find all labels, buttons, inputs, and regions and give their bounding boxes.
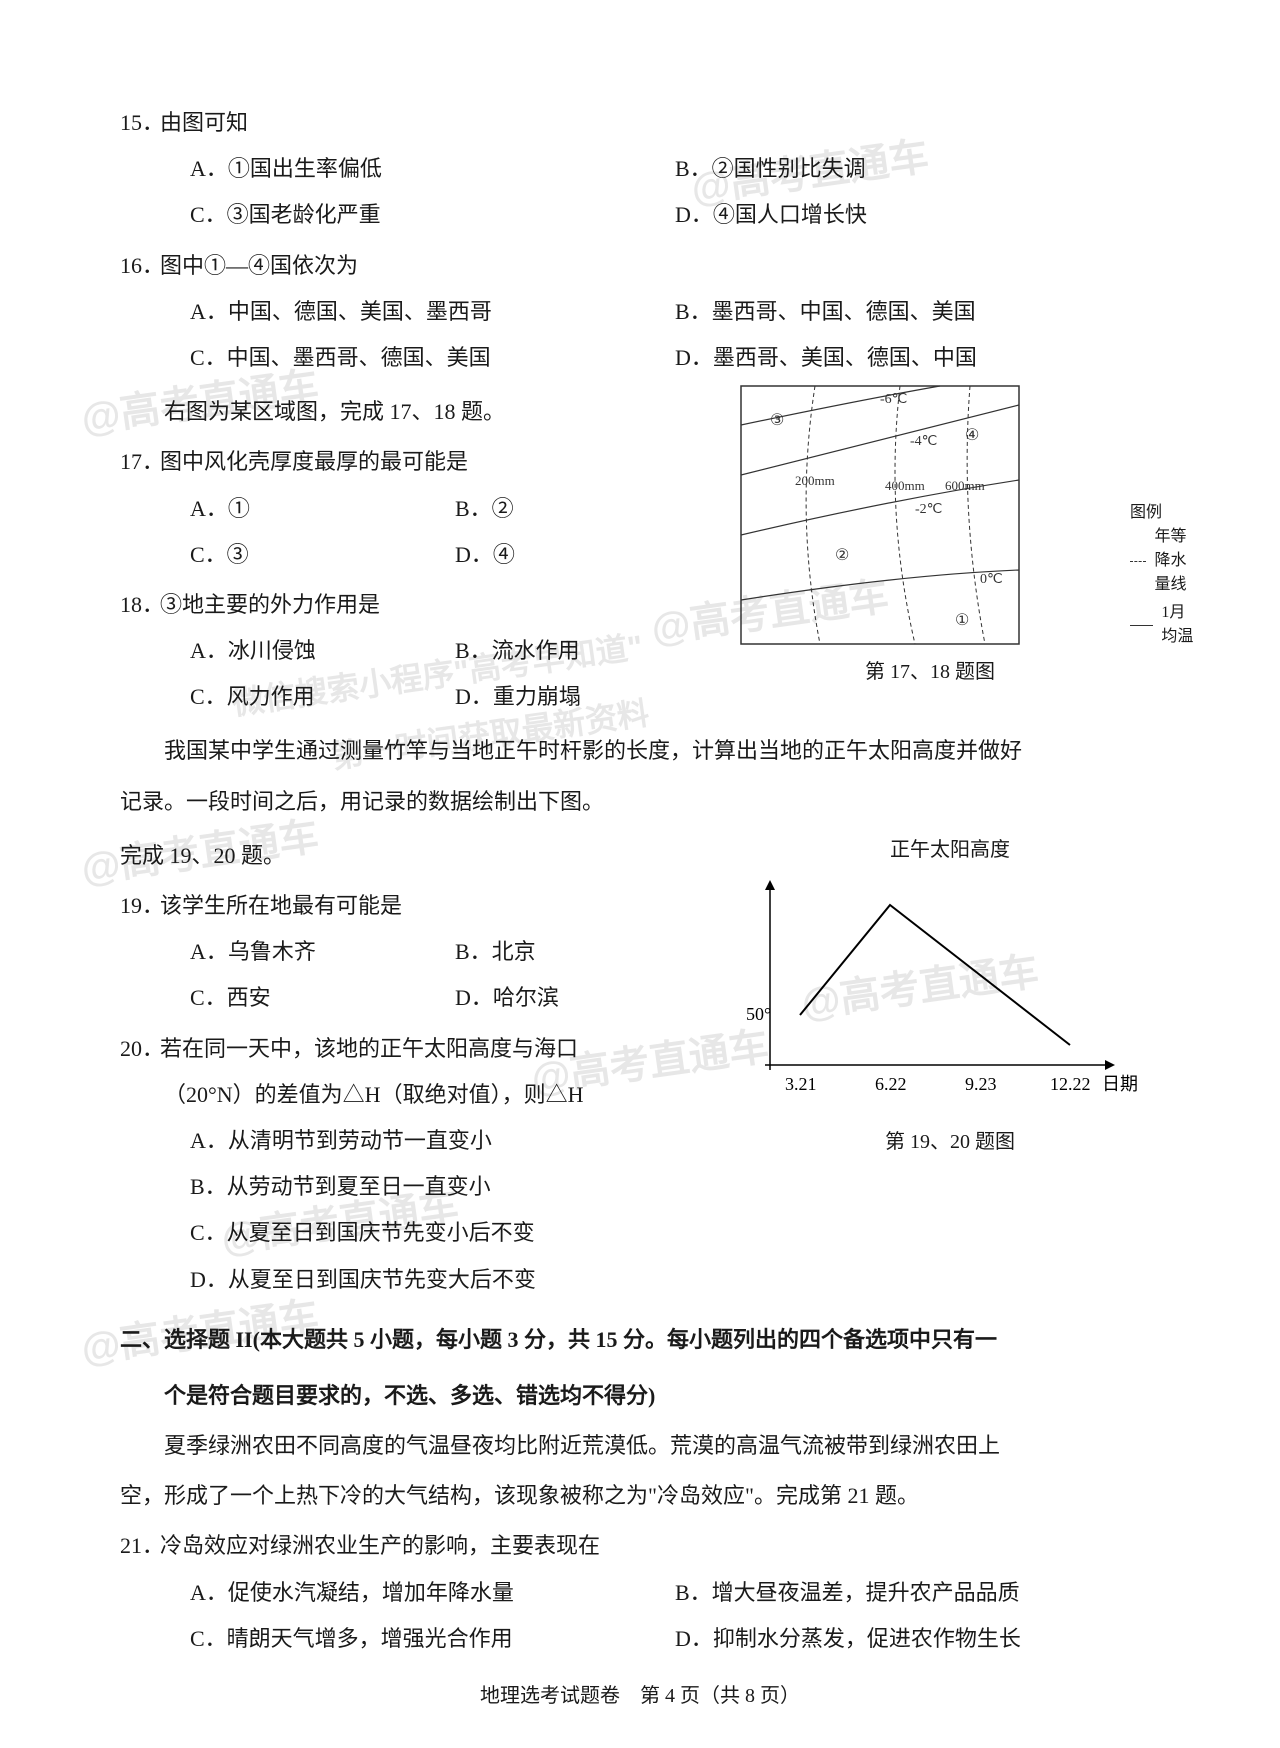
svg-text:④: ④: [965, 427, 979, 444]
svg-text:③: ③: [770, 412, 784, 429]
question-number: 18．: [120, 582, 160, 628]
page-footer: 地理选考试题卷 第 4 页（共 8 页）: [0, 1679, 1280, 1708]
option-d: D．从夏至日到国庆节先变大后不变: [190, 1257, 720, 1303]
svg-text:-6℃: -6℃: [880, 392, 907, 407]
svg-text:-2℃: -2℃: [915, 502, 942, 517]
section-2-header: 个是符合题目要求的，不选、多选、错选均不得分): [164, 1373, 1160, 1419]
option-c: C．风力作用: [190, 674, 455, 720]
option-c: C．从夏至日到国庆节先变小后不变: [190, 1210, 720, 1256]
legend-temp: 1月均温: [1130, 601, 1194, 649]
legend-title: 图例: [1130, 501, 1194, 525]
question-21: 21．冷岛效应对绿洲农业生产的影响，主要表现在 A．促使水汽凝结，增加年降水量 …: [120, 1523, 1160, 1662]
question-16: 16．图中①—④国依次为 A．中国、德国、美国、墨西哥 B．墨西哥、中国、德国、…: [120, 243, 1160, 382]
question-number: 15．: [120, 100, 160, 146]
question-number: 19．: [120, 883, 160, 929]
question-20: 20．若在同一天中，该地的正午太阳高度与海口 （20°N）的差值为△H（取绝对值…: [120, 1026, 720, 1303]
context-19-20: 记录。一段时间之后，用记录的数据绘制出下图。: [120, 779, 1160, 825]
question-number: 20．: [120, 1026, 160, 1072]
option-d: D．哈尔滨: [455, 975, 720, 1021]
question-stem: 冷岛效应对绿洲农业生产的影响，主要表现在: [160, 1533, 600, 1558]
option-a: A．中国、德国、美国、墨西哥: [190, 289, 675, 335]
question-18: 18．③地主要的外力作用是 A．冰川侵蚀 B．流水作用 C．风力作用 D．重力崩…: [120, 582, 720, 721]
figure-caption: 第 17、18 题图: [740, 651, 1120, 693]
context-19-20: 我国某中学生通过测量竹竿与当地正午时杆影的长度，计算出当地的正午太阳高度并做好: [120, 728, 1160, 774]
svg-text:6.22: 6.22: [875, 1074, 907, 1094]
option-c: C．晴朗天气增多，增强光合作用: [190, 1616, 675, 1662]
section-2-header: 二、选择题 II(本大题共 5 小题，每小题 3 分，共 15 分。每小题列出的…: [120, 1317, 1160, 1363]
option-c: C．中国、墨西哥、德国、美国: [190, 335, 675, 381]
option-b: B．从劳动节到夏至日一直变小: [190, 1164, 720, 1210]
question-stem: 若在同一天中，该地的正午太阳高度与海口: [160, 1036, 578, 1061]
svg-text:3.21: 3.21: [785, 1074, 817, 1094]
option-c: C．③国老龄化严重: [190, 192, 675, 238]
question-17: 17．图中风化壳厚度最厚的最可能是 A．① B．② C．③ D．④: [120, 439, 720, 578]
option-d: D．抑制水分蒸发，促进农作物生长: [675, 1616, 1160, 1662]
option-b: B．②国性别比失调: [675, 146, 1160, 192]
option-c: C．③: [190, 532, 455, 578]
svg-text:600mm: 600mm: [945, 478, 985, 493]
svg-text:12.22: 12.22: [1050, 1074, 1091, 1094]
legend-precip: 年等降水量线: [1130, 525, 1194, 597]
option-b: B．北京: [455, 929, 720, 975]
option-b: B．流水作用: [455, 628, 720, 674]
question-number: 21．: [120, 1523, 160, 1569]
option-a: A．①: [190, 486, 455, 532]
option-a: A．从清明节到劳动节一直变小: [190, 1118, 720, 1164]
option-b: B．墨西哥、中国、德国、美国: [675, 289, 1160, 335]
svg-text:200mm: 200mm: [795, 473, 835, 488]
question-19: 19．该学生所在地最有可能是 A．乌鲁木齐 B．北京 C．西安 D．哈尔滨: [120, 883, 720, 1022]
svg-text:9.23: 9.23: [965, 1074, 997, 1094]
question-stem: 该学生所在地最有可能是: [160, 893, 402, 918]
context-21: 空，形成了一个上热下冷的大气结构，该现象被称之为"冷岛效应"。完成第 21 题。: [120, 1473, 1160, 1519]
figure-17-18: -6℃ -4℃ -2℃ 0℃ 200mm 400mm 600mm ③ ④ ② ①: [740, 385, 1120, 645]
svg-text:①: ①: [955, 612, 969, 629]
question-stem: 由图可知: [160, 110, 248, 135]
svg-text:日期: 日期: [1102, 1074, 1138, 1094]
question-stem: （20°N）的差值为△H（取绝对值），则△H: [164, 1072, 720, 1118]
context-19-20: 完成 19、20 题。: [120, 833, 720, 879]
option-d: D．④: [455, 532, 720, 578]
option-d: D．墨西哥、美国、德国、中国: [675, 335, 1160, 381]
figure-caption: 第 19、20 题图: [740, 1121, 1160, 1163]
question-15: 15．由图可知 A．①国出生率偏低 B．②国性别比失调 C．③国老龄化严重 D．…: [120, 100, 1160, 239]
option-d: D．④国人口增长快: [675, 192, 1160, 238]
context-21: 夏季绿洲农田不同高度的气温昼夜均比附近荒漠低。荒漠的高温气流被带到绿洲农田上: [120, 1423, 1160, 1469]
option-a: A．①国出生率偏低: [190, 146, 675, 192]
svg-text:②: ②: [835, 547, 849, 564]
option-b: B．②: [455, 486, 720, 532]
option-a: A．促使水汽凝结，增加年降水量: [190, 1570, 675, 1616]
option-a: A．乌鲁木齐: [190, 929, 455, 975]
svg-text:50°: 50°: [746, 1004, 771, 1024]
question-stem: 图中①—④国依次为: [160, 253, 358, 278]
svg-text:0℃: 0℃: [980, 572, 1003, 587]
option-a: A．冰川侵蚀: [190, 628, 455, 674]
option-b: B．增大昼夜温差，提升农产品品质: [675, 1570, 1160, 1616]
figure-19-20: 50° 3.21 6.22 9.23 12.22 日期: [740, 875, 1140, 1115]
question-number: 16．: [120, 243, 160, 289]
context-17-18: 右图为某区域图，完成 17、18 题。: [120, 389, 720, 435]
question-stem: 图中风化壳厚度最厚的最可能是: [160, 449, 468, 474]
svg-text:-4℃: -4℃: [910, 434, 937, 449]
option-d: D．重力崩塌: [455, 674, 720, 720]
option-c: C．西安: [190, 975, 455, 1021]
question-stem: ③地主要的外力作用是: [160, 592, 380, 617]
question-number: 17．: [120, 439, 160, 485]
chart-ylabel: 正午太阳高度: [740, 829, 1160, 871]
svg-text:400mm: 400mm: [885, 478, 925, 493]
